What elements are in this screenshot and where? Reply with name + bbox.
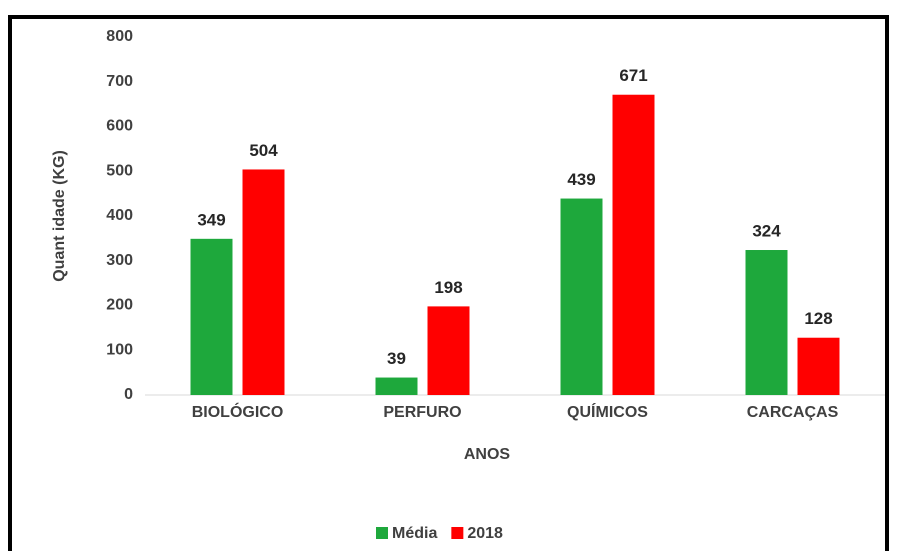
value-label: 439 bbox=[567, 170, 595, 189]
x-tick-label: BIOLÓGICO bbox=[192, 402, 284, 421]
y-tick-label: 0 bbox=[124, 386, 133, 403]
value-label: 39 bbox=[387, 349, 406, 368]
value-label: 198 bbox=[434, 278, 462, 297]
y-tick-label: 200 bbox=[106, 297, 133, 314]
value-label: 504 bbox=[249, 141, 278, 160]
bar bbox=[375, 377, 418, 395]
y-axis-label: Quant idade (KG) bbox=[51, 150, 68, 282]
y-tick-label: 500 bbox=[106, 162, 133, 179]
y-tick-label: 100 bbox=[106, 341, 133, 358]
bar bbox=[560, 198, 603, 395]
y-tick-label: 600 bbox=[106, 118, 133, 135]
value-label: 128 bbox=[804, 309, 832, 328]
value-label: 671 bbox=[619, 66, 647, 85]
value-label: 349 bbox=[197, 210, 225, 229]
bar bbox=[797, 337, 840, 395]
x-axis-label: ANOS bbox=[464, 446, 511, 463]
legend-label: 2018 bbox=[467, 525, 503, 542]
bar bbox=[242, 169, 285, 395]
x-tick-label: PERFURO bbox=[383, 404, 461, 421]
legend-label: Média bbox=[392, 525, 437, 542]
value-label: 324 bbox=[752, 221, 781, 240]
bar bbox=[427, 306, 470, 395]
y-tick-label: 400 bbox=[106, 207, 133, 224]
bar bbox=[190, 238, 233, 395]
x-tick-label: QUÍMICOS bbox=[567, 402, 648, 421]
legend-swatch bbox=[451, 527, 464, 539]
y-tick-label: 700 bbox=[106, 73, 133, 90]
bar bbox=[612, 94, 655, 395]
legend-swatch bbox=[376, 527, 388, 539]
bar bbox=[745, 250, 788, 395]
y-tick-label: 300 bbox=[106, 252, 133, 269]
frame bbox=[8, 15, 889, 551]
x-tick-label: CARCAÇAS bbox=[747, 404, 839, 421]
y-tick-label: 800 bbox=[106, 28, 133, 45]
